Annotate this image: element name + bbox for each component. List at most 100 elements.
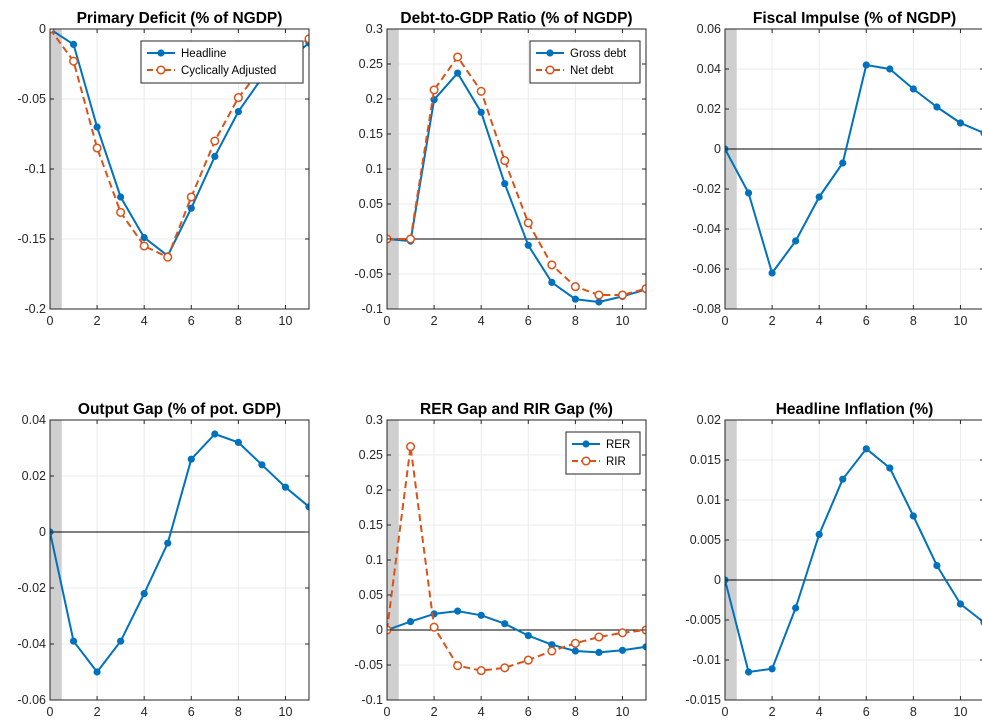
y-tick-label: -0.04	[18, 637, 47, 651]
data-point	[477, 611, 485, 619]
x-tick-label: 6	[863, 314, 870, 328]
data-point	[281, 483, 290, 491]
data-point	[68, 56, 79, 66]
y-tick-label: -0.05	[355, 658, 384, 672]
data-point	[305, 503, 309, 511]
x-tick-label: 6	[525, 705, 532, 719]
data-point	[956, 119, 965, 127]
x-tick-label: 4	[141, 314, 148, 328]
x-tick-label: 8	[235, 705, 242, 719]
data-point	[744, 189, 753, 197]
data-point	[909, 85, 917, 93]
data-point	[429, 622, 439, 632]
x-tick-label: 6	[188, 314, 195, 328]
x-tick-label: 4	[478, 705, 485, 719]
x-tick-label: 2	[94, 705, 101, 719]
x-tick-label: 10	[954, 314, 968, 328]
y-tick-label: -0.02	[18, 581, 47, 595]
legend: Gross debt Net debt	[529, 40, 641, 84]
x-tick-label: 8	[572, 705, 579, 719]
series-line	[50, 433, 309, 673]
data-point	[140, 590, 148, 598]
data-point	[792, 237, 800, 245]
y-tick-label: 0.2	[366, 92, 383, 106]
y-tick-label: 0.2	[366, 483, 383, 497]
y-tick-label: -0.1	[361, 693, 383, 707]
y-tick-label: -0.005	[686, 613, 721, 627]
y-tick-label: -0.08	[693, 302, 722, 316]
data-point	[429, 85, 439, 95]
y-tick-label: 0.02	[697, 102, 721, 116]
legend-swatch-marker	[157, 49, 165, 57]
y-tick-label: 0.02	[697, 413, 721, 427]
data-point	[570, 282, 580, 292]
chart-title: Headline Inflation (%)	[776, 401, 934, 418]
y-tick-label: 0.05	[359, 588, 383, 602]
y-tick-label: 0.06	[697, 22, 721, 36]
data-point	[454, 607, 462, 615]
data-point	[523, 655, 533, 665]
data-point	[500, 663, 510, 673]
x-tick-label: 10	[616, 314, 630, 328]
data-point	[548, 641, 556, 649]
data-point	[139, 241, 149, 251]
plot-area	[725, 420, 982, 700]
y-tick-label: 0.02	[22, 469, 46, 483]
data-point	[595, 648, 603, 657]
y-tick-label: -0.06	[18, 693, 47, 707]
data-point	[523, 218, 533, 228]
series-cyclically-adjusted	[50, 29, 309, 262]
chart-title: Primary Deficit (% of NGDP)	[77, 10, 283, 27]
y-tick-label: -0.04	[693, 222, 722, 236]
data-point	[405, 234, 416, 244]
y-tick-label: -0.01	[693, 653, 722, 667]
x-tick-label: 4	[478, 314, 485, 328]
series-line	[725, 447, 982, 673]
x-tick-label: 2	[94, 314, 101, 328]
x-tick-label: 8	[910, 705, 917, 719]
data-point	[815, 530, 823, 539]
data-point	[453, 52, 463, 62]
data-point	[234, 108, 242, 116]
legend-label: Gross debt	[570, 48, 627, 60]
y-tick-label: 0.3	[366, 22, 383, 36]
chart-panel-4: -0.06 -0.04 -0.02 0 0.02 0.04 0 2 4 6 8 10 Output Ga…	[18, 401, 310, 719]
data-point	[641, 284, 646, 294]
shock-period-shade	[387, 29, 399, 309]
y-tick-label: 0.01	[697, 493, 721, 507]
y-tick-label: 0.25	[359, 448, 383, 462]
series-line	[725, 445, 982, 676]
y-tick-label: -0.05	[18, 92, 47, 106]
y-tick-label: -0.2	[24, 302, 46, 316]
series-line	[387, 56, 646, 296]
data-point	[501, 180, 509, 188]
x-tick-label: 0	[47, 314, 54, 328]
data-point	[186, 192, 196, 202]
chart-title: Output Gap (% of pot. GDP)	[78, 401, 281, 418]
data-point	[886, 65, 894, 73]
x-tick-label: 2	[431, 314, 438, 328]
data-point	[140, 234, 148, 242]
data-point	[594, 290, 604, 300]
x-tick-label: 6	[525, 314, 532, 328]
data-point	[768, 269, 776, 277]
legend-swatch-marker	[582, 440, 590, 448]
data-point	[839, 159, 847, 167]
x-tick-label: 8	[910, 314, 917, 328]
legend-box	[565, 431, 641, 475]
series-line	[387, 610, 646, 654]
x-tick-label: 6	[863, 705, 870, 719]
series-line	[725, 61, 982, 277]
x-tick-label: 10	[954, 705, 968, 719]
x-tick-label: 2	[431, 705, 438, 719]
legend-box	[140, 40, 304, 84]
data-point	[477, 108, 485, 116]
data-point	[570, 638, 580, 648]
x-tick-label: 4	[141, 705, 148, 719]
x-tick-label: 10	[616, 705, 630, 719]
data-point	[405, 442, 416, 452]
y-tick-label: 0.005	[690, 533, 721, 547]
data-point	[547, 646, 557, 656]
x-tick-label: 10	[279, 705, 293, 719]
data-point	[524, 241, 532, 249]
